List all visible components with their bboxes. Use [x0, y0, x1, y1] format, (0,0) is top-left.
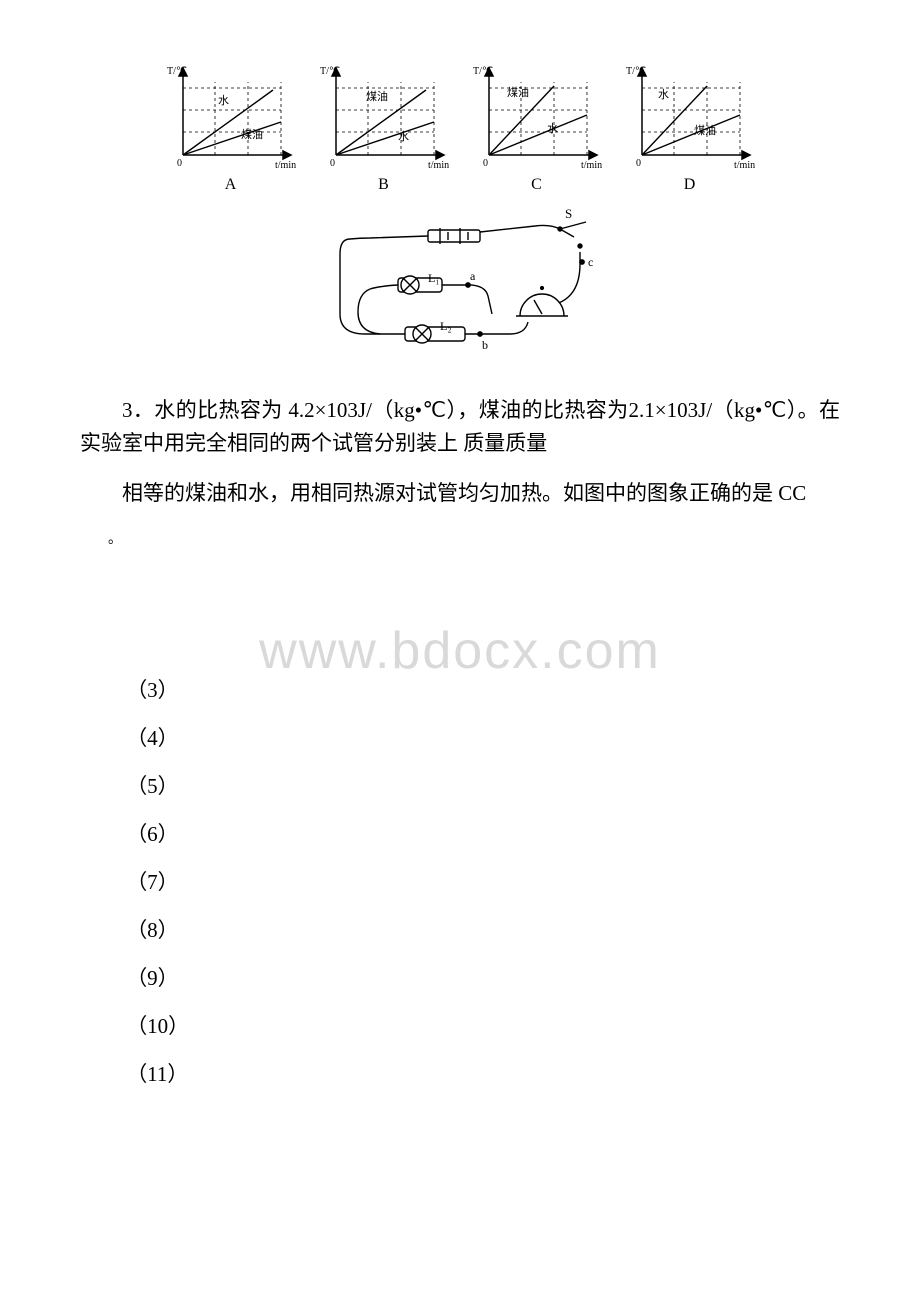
bottom-line-label: 煤油: [694, 123, 716, 137]
chart-panel-c: T/℃ t/min 0 煤油 水 C: [469, 60, 604, 194]
origin-zero: 0: [636, 158, 641, 169]
chart-b-svg: T/℃ t/min 0 煤油 水: [316, 60, 451, 170]
origin-zero: 0: [483, 158, 488, 169]
node-c-label: c: [588, 255, 593, 269]
chart-d-svg: T/℃ t/min 0 水 煤油: [622, 60, 757, 170]
lamp1-label: L₁: [428, 271, 440, 285]
x-axis-label: t/min: [734, 160, 755, 170]
list-item: （10）: [126, 1004, 840, 1048]
y-axis-label: T/℃: [167, 66, 187, 77]
origin-zero: 0: [177, 158, 182, 169]
switch-label: S: [565, 206, 572, 221]
y-axis-label: T/℃: [320, 66, 340, 77]
chart-panel-a: T/℃ t/min 0 水 煤油 A: [163, 60, 298, 194]
chart-c-letter: C: [531, 176, 542, 194]
chart-panel-b: T/℃ t/min 0 煤油 水 B: [316, 60, 451, 194]
circuit-diagram: S L₁ L₂ a b c: [80, 204, 840, 364]
list-item: （6）: [126, 812, 840, 856]
numbered-blank-list: （3） （4） （5） （6） （7） （8） （9） （10） （11）: [126, 668, 840, 1097]
period-mark: 。: [108, 528, 840, 548]
origin-zero: 0: [330, 158, 335, 169]
list-item: （11）: [126, 1052, 840, 1096]
list-item: （9）: [126, 956, 840, 1000]
chart-b-letter: B: [378, 176, 389, 194]
lamp2-label: L₂: [440, 319, 452, 333]
x-axis-label: t/min: [275, 160, 296, 170]
bottom-line-label: 煤油: [241, 127, 263, 141]
x-axis-label: t/min: [581, 160, 602, 170]
y-axis-label: T/℃: [473, 66, 493, 77]
chart-panel-d: T/℃ t/min 0 水 煤油 D: [622, 60, 757, 194]
top-line-label: 煤油: [507, 85, 529, 99]
chart-c-svg: T/℃ t/min 0 煤油 水: [469, 60, 604, 170]
list-item: （3）: [126, 668, 840, 712]
circuit-svg: S L₁ L₂ a b c: [310, 204, 610, 364]
bottom-line-label: 水: [547, 122, 558, 135]
list-item: （4）: [126, 716, 840, 760]
node-a-label: a: [470, 269, 476, 283]
node-b-label: b: [482, 338, 488, 352]
chart-a-svg: T/℃ t/min 0 水 煤油: [163, 60, 298, 170]
y-axis-label: T/℃: [626, 66, 646, 77]
top-line-label: 水: [218, 94, 229, 107]
list-item: （7）: [126, 860, 840, 904]
chart-a-letter: A: [225, 176, 237, 194]
chart-row: T/℃ t/min 0 水 煤油 A: [80, 60, 840, 194]
x-axis-label: t/min: [428, 160, 449, 170]
question-text-1: 3．水的比热容为 4.2×103J/（kg•℃），煤油的比热容为2.1×103J…: [80, 394, 840, 459]
bottom-line-label: 水: [398, 130, 409, 143]
list-item: （8）: [126, 908, 840, 952]
top-line-label: 水: [658, 88, 669, 101]
question-text-2: 相等的煤油和水，用相同热源对试管均匀加热。如图中的图象正确的是 CC: [80, 477, 840, 510]
top-line-label: 煤油: [366, 89, 388, 103]
chart-d-letter: D: [684, 176, 696, 194]
list-item: （5）: [126, 764, 840, 808]
